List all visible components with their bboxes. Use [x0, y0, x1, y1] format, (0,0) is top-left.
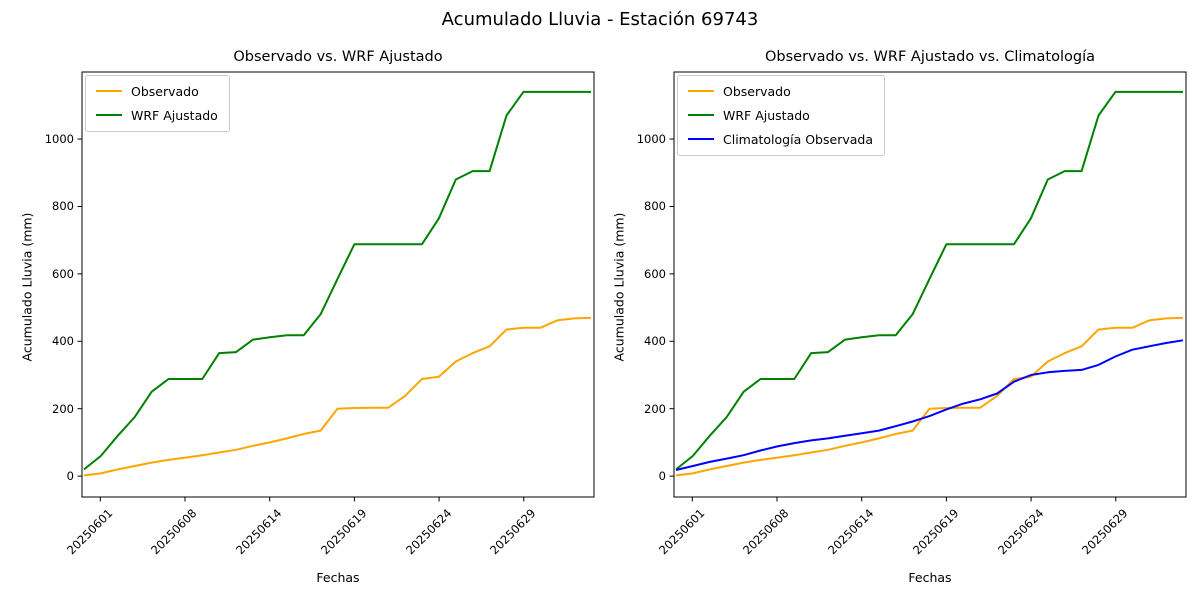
y-tick-label: 200 [52, 401, 74, 416]
legend: Observado WRF Ajustado Climatología Observ… [677, 75, 885, 156]
subplot-left-xlabel: Fechas [316, 570, 360, 585]
figure-title: Acumulado Lluvia - Estación 69743 [441, 9, 759, 30]
legend: Observado WRF Ajustado [85, 75, 230, 132]
legend-label: WRF Ajustado [131, 107, 218, 123]
legend-item: Observado [96, 81, 218, 101]
legend-item: WRF Ajustado [96, 105, 218, 125]
y-tick-label: 1000 [44, 132, 74, 147]
axes-box [81, 71, 595, 498]
y-tick-label: 1000 [636, 132, 666, 147]
y-tick-label: 800 [52, 199, 74, 214]
legend-item: Observado [688, 81, 873, 101]
legend-item: WRF Ajustado [688, 105, 873, 125]
legend-line-swatch [688, 138, 714, 140]
series-line-observado [83, 316, 592, 477]
y-tick-label: 600 [644, 266, 666, 281]
y-tick-label: 0 [66, 469, 74, 484]
subplot-right-xlabel: Fechas [908, 570, 952, 585]
y-tick-label: 600 [52, 266, 74, 281]
legend-item: Climatología Observada [688, 129, 873, 149]
legend-line-swatch [688, 114, 714, 116]
legend-label: Observado [131, 83, 199, 99]
legend-label: Climatología Observada [723, 131, 873, 147]
axes-box [673, 71, 1187, 498]
series-line-wrf-ajustado [83, 90, 591, 471]
legend-line-swatch [96, 90, 122, 92]
legend-line-swatch [96, 114, 122, 116]
legend-label: Observado [723, 83, 791, 99]
subplot-left-title: Observado vs. WRF Ajustado [233, 49, 443, 65]
series-line-climatolog-a-observada [675, 339, 1184, 471]
y-tick-label: 0 [658, 469, 666, 484]
y-tick-label: 800 [644, 199, 666, 214]
series-line-wrf-ajustado [675, 90, 1183, 471]
y-tick-label: 200 [644, 401, 666, 416]
y-tick-label: 400 [644, 334, 666, 349]
legend-line-swatch [688, 90, 714, 92]
subplot-right-title: Observado vs. WRF Ajustado vs. Climatolo… [765, 49, 1095, 65]
y-tick-label: 400 [52, 334, 74, 349]
series-line-observado [675, 316, 1184, 477]
legend-label: WRF Ajustado [723, 107, 810, 123]
